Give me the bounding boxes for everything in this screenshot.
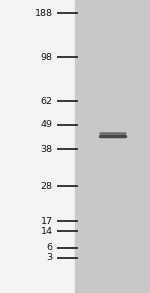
Text: 14: 14 [40,227,52,236]
Text: 6: 6 [46,243,52,252]
Text: 49: 49 [40,120,52,129]
Text: 62: 62 [40,97,52,105]
Text: 38: 38 [40,145,52,154]
Text: 3: 3 [46,253,52,262]
Bar [0,0,75,293]
Text: 28: 28 [40,182,52,190]
Bar [75,0,150,293]
Text: 17: 17 [40,217,52,226]
Text: 98: 98 [40,53,52,62]
Text: 188: 188 [34,9,52,18]
